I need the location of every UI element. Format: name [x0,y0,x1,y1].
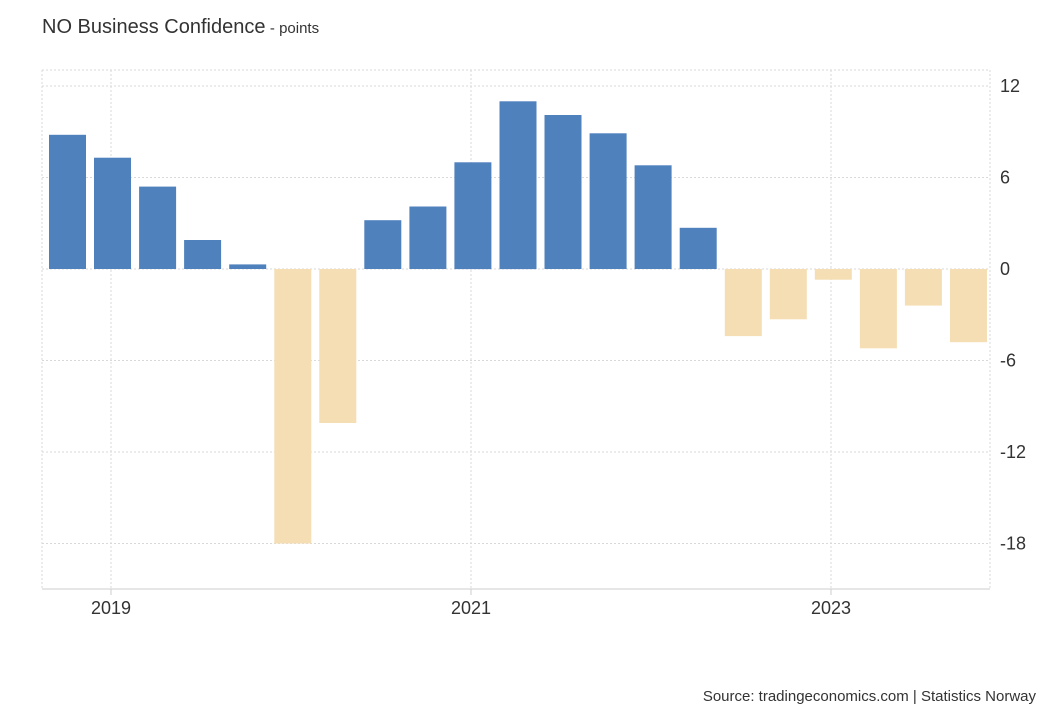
bar-2019-q4 [229,264,267,269]
bar-2020-q4 [409,206,447,269]
bar-2023-q1 [814,269,852,280]
bar-layer [49,101,987,544]
bar-2020-q1 [274,269,312,544]
y-tick-label: 12 [1000,76,1020,96]
x-tick-label: 2021 [451,598,491,618]
y-tick-label: 6 [1000,168,1010,188]
chart-title-block: NO Business Confidence - points [42,16,319,39]
bar-2023-q2 [859,269,897,349]
axis-layer [42,588,990,595]
bar-2020-q2 [319,269,357,423]
bar-chart: 12 6 0 -6 -12 -18 2019 2021 2023 [41,69,1026,618]
y-tick-label: -18 [1000,534,1026,554]
x-tick-label: 2019 [91,598,131,618]
bar-2019-q1 [94,157,131,269]
bar-2021-q2 [499,101,537,270]
bar-2022-q4 [769,269,807,320]
bar-2020-q3 [364,220,402,269]
chart-units: - points [269,20,320,37]
bar-2021-q3 [544,115,582,269]
chart-title: NO Business Confidence [42,16,266,38]
bar-2019-q2 [139,186,177,269]
label-layer: 12 6 0 -6 -12 -18 2019 2021 2023 [91,76,1026,618]
bar-2021-q4 [589,133,627,269]
y-tick-label: -12 [1000,442,1026,462]
bar-2022-q3 [724,269,762,337]
bar-2023-q4 [950,269,987,343]
bar-2021-q1 [454,162,492,270]
y-tick-label: -6 [1000,351,1016,371]
bar-2022-q2 [679,227,717,269]
bar-2023-q3 [904,269,942,306]
bar-2022-q1 [634,165,672,269]
bar-2019-q3 [184,240,222,269]
y-tick-label: 0 [1000,259,1010,279]
source-credit: Source: tradingeconomics.com | Statistic… [702,688,1036,705]
bar-2018-q4 [49,134,86,269]
x-tick-label: 2023 [811,598,851,618]
